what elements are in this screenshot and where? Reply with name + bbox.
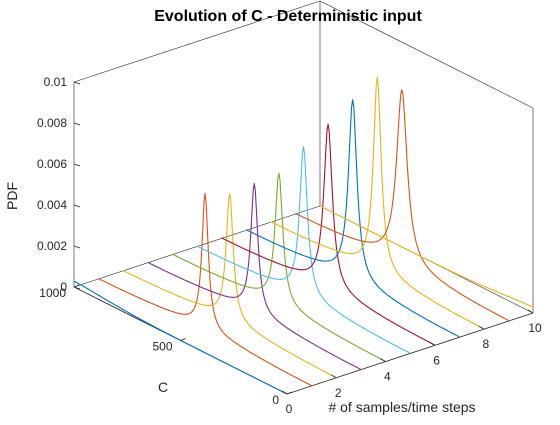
z-tick-label: 0 [60,280,67,294]
series-line-6 [221,123,435,346]
x-tick-label: 8 [482,337,489,351]
series-line-5 [196,146,411,354]
series-line-0 [73,280,288,395]
axes-box-edge [319,0,534,109]
z-tick-mark [73,81,81,85]
y-axis-label: C [158,379,168,395]
series-line-10 [319,205,534,308]
y-tick-label: 1000 [39,286,66,300]
axes-box-edge [73,0,321,83]
series-line-3 [147,182,362,370]
x-tick-label: 2 [335,386,342,400]
axes-box [73,0,534,395]
x-tick-label: 0 [286,402,293,416]
x-tick-mark [429,342,435,346]
z-tick-label: 0.002 [37,239,67,253]
z-tick-mark [73,286,81,290]
series-line-7 [245,99,460,338]
x-tick-mark [380,358,386,362]
y-tick-mark [286,391,293,395]
axes-box-edge [286,312,534,395]
x-tick-mark [330,374,337,379]
series-layer [73,76,534,395]
z-tick-label: 0.004 [37,198,67,212]
z-tick-label: 0.008 [37,116,67,130]
x-tick-mark [281,390,288,395]
y-tick-mark [73,284,80,288]
z-tick-mark [73,245,81,249]
y-tick-label: 500 [152,340,172,354]
y-tick-mark [180,338,186,341]
z-axis-label: PDF [4,182,20,210]
z-tick-label: 0.01 [44,75,68,89]
x-tick-label: 4 [384,370,391,384]
x-tick-mark [478,325,485,330]
series-line-8 [270,76,485,330]
series-line-2 [122,192,337,379]
z-tick-label: 0.006 [37,157,67,171]
series-line-1 [98,192,312,387]
x-tick-mark [527,309,534,314]
z-tick-mark [73,122,81,126]
chart-title: Evolution of C - Deterministic input [154,8,422,25]
z-tick-mark [73,204,81,208]
x-tick-label: 10 [528,321,542,335]
series-line-4 [172,172,386,362]
series-line-9 [295,89,509,321]
y-tick-label: 0 [272,393,279,407]
z-tick-mark [73,163,81,167]
x-axis-label: # of samples/time steps [328,399,475,415]
x-tick-label: 6 [433,353,440,367]
